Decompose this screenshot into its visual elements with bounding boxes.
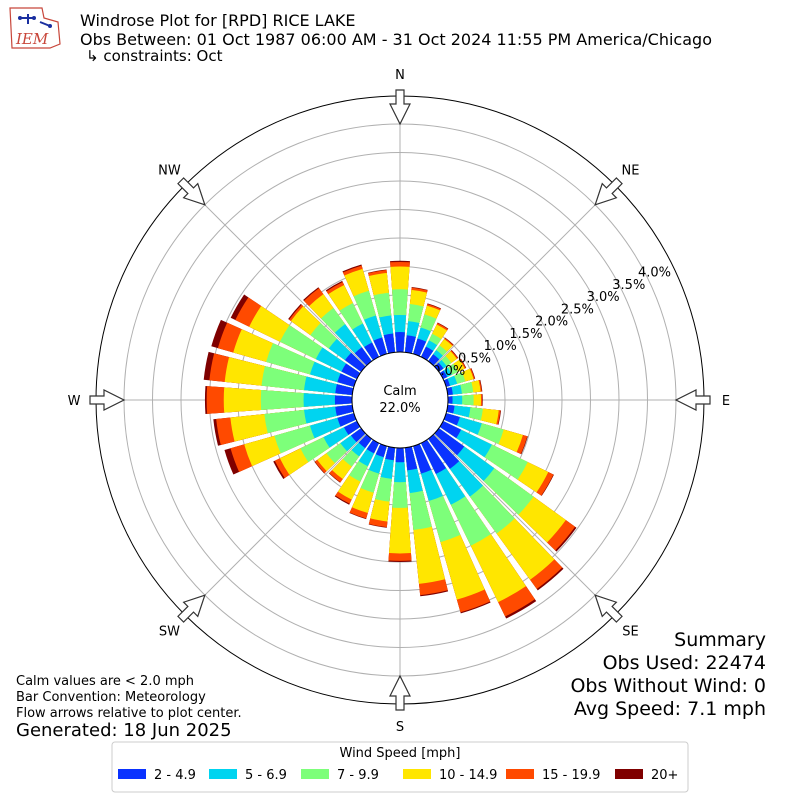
calm-value: 22.0% <box>379 401 420 416</box>
bar-20-bin-0 <box>413 338 427 357</box>
legend-label: 20+ <box>651 768 678 783</box>
summary-obs-without-wind: Obs Without Wind: 0 <box>570 675 766 697</box>
bar-80-bin-0 <box>446 387 453 396</box>
legend-label: 7 - 9.9 <box>337 768 379 783</box>
flow-arrow-nw <box>177 177 206 206</box>
bar-230-bin-0 <box>350 428 366 443</box>
legend-label: 5 - 6.9 <box>245 768 287 783</box>
calm-label: Calm <box>383 384 416 399</box>
radial-tick-label: 3.0% <box>587 290 620 305</box>
bar-200-bin-0 <box>375 443 387 458</box>
bar-110-bin-0 <box>443 413 460 426</box>
compass-se: SE <box>622 625 638 640</box>
radial-tick-label: 1.0% <box>484 339 517 354</box>
compass-ne: NE <box>622 163 640 178</box>
bar-30-bin-0 <box>420 346 434 361</box>
bar-60-bin-0 <box>439 370 448 380</box>
calm-circle <box>351 351 449 449</box>
note-bar-convention: Bar Convention: Meteorology <box>16 690 206 705</box>
legend-label: 15 - 19.9 <box>542 768 600 783</box>
bar-0-bin-0 <box>395 332 405 353</box>
bar-250-bin-0 <box>337 413 357 427</box>
radial-tick-label: 3.5% <box>612 278 645 293</box>
bar-170-bin-0 <box>404 446 418 471</box>
radial-tick-label: 0.5% <box>458 351 491 366</box>
bar-150-bin-0 <box>420 439 447 474</box>
bar-310-bin-0 <box>344 352 366 372</box>
summary-obs-used: Obs Used: 22474 <box>603 652 766 674</box>
bar-70-bin-0 <box>443 378 451 387</box>
obs-between: Obs Between: 01 Oct 1987 06:00 AM - 31 O… <box>80 30 712 49</box>
wind-bars <box>203 260 577 619</box>
bar-190-bin-0 <box>385 446 396 461</box>
bar-130-bin-0 <box>434 428 465 456</box>
flow-arrows <box>89 89 711 711</box>
bar-330-bin-0 <box>364 342 380 361</box>
logo-text: IEM <box>15 30 49 48</box>
bar-220-bin-0 <box>358 434 372 449</box>
legend-swatch <box>209 769 237 779</box>
bar-350-bin-0 <box>383 333 396 354</box>
legend-label: 2 - 4.9 <box>154 768 196 783</box>
legend-swatch <box>301 769 329 779</box>
bar-300-bin-0 <box>341 363 361 380</box>
compass-labels: N NE E SE S SW W NW <box>68 68 731 735</box>
flow-arrow-n <box>389 89 411 126</box>
grid-spoke-135 <box>433 433 596 596</box>
radial-tick-label: 2.5% <box>561 302 594 317</box>
bar-340-bin-0 <box>373 337 387 357</box>
legend-title: Wind Speed [mph] <box>340 746 461 761</box>
note-calm: Calm values are < 2.0 mph <box>16 674 194 689</box>
grid-spoke-45 <box>433 204 596 367</box>
iem-logo: IEM <box>9 7 61 49</box>
bar-180-bin-0 <box>395 447 405 463</box>
bar-120-bin-0 <box>439 420 462 439</box>
radial-tick-label: 4.0% <box>638 266 671 281</box>
bar-160-bin-0 <box>413 443 432 474</box>
legend-swatch <box>506 769 534 779</box>
flow-arrow-sw <box>177 594 206 623</box>
legend: Wind Speed [mph] 2 - 4.9 5 - 6.9 7 - 9.9 10… <box>111 741 689 793</box>
flow-arrow-e <box>674 389 711 411</box>
compass-sw: SW <box>159 625 180 640</box>
compass-s: S <box>396 720 404 735</box>
bar-260-bin-0 <box>335 404 354 416</box>
summary-avg-speed: Avg Speed: 7.1 mph <box>574 698 766 720</box>
bar-210-bin-0 <box>366 439 380 454</box>
radial-tick-label: 2.0% <box>535 315 568 330</box>
legend-swatch <box>403 769 431 779</box>
bar-290-bin-0 <box>337 373 357 387</box>
legend-swatch <box>615 769 643 779</box>
bar-90-bin-0 <box>447 396 453 404</box>
note-flow: Flow arrows relative to plot center. <box>16 706 242 721</box>
compass-e: E <box>722 394 730 409</box>
flow-arrow-s <box>389 674 411 711</box>
summary-heading: Summary <box>674 629 766 651</box>
legend-frame <box>111 741 689 793</box>
bar-280-bin-0 <box>335 384 354 396</box>
grid-spoke-225 <box>204 433 367 596</box>
bar-10-bin-0 <box>404 335 416 354</box>
bar-50-bin-0 <box>434 362 444 372</box>
legend-label: 10 - 14.9 <box>439 768 497 783</box>
note-generated: Generated: 18 Jun 2025 <box>16 720 232 741</box>
radial-tick-label: 1.5% <box>509 327 542 342</box>
compass-n: N <box>395 68 405 83</box>
flow-arrow-se <box>594 594 623 623</box>
legend-swatch <box>118 769 146 779</box>
flow-arrow-w <box>89 389 126 411</box>
chart-title: Windrose Plot for [RPD] RICE LAKE <box>80 11 356 30</box>
bar-320-bin-0 <box>354 347 372 366</box>
compass-w: W <box>68 394 81 409</box>
bar-240-bin-0 <box>344 420 361 435</box>
compass-nw: NW <box>158 163 181 178</box>
bar-270-bin-0 <box>334 395 353 405</box>
flow-arrow-ne <box>594 177 623 206</box>
constraints-text: ↳ constraints: Oct <box>86 47 223 65</box>
bar-100-bin-0 <box>446 404 455 414</box>
bar-140-bin-0 <box>428 434 460 469</box>
grid-spoke-315 <box>204 204 367 367</box>
